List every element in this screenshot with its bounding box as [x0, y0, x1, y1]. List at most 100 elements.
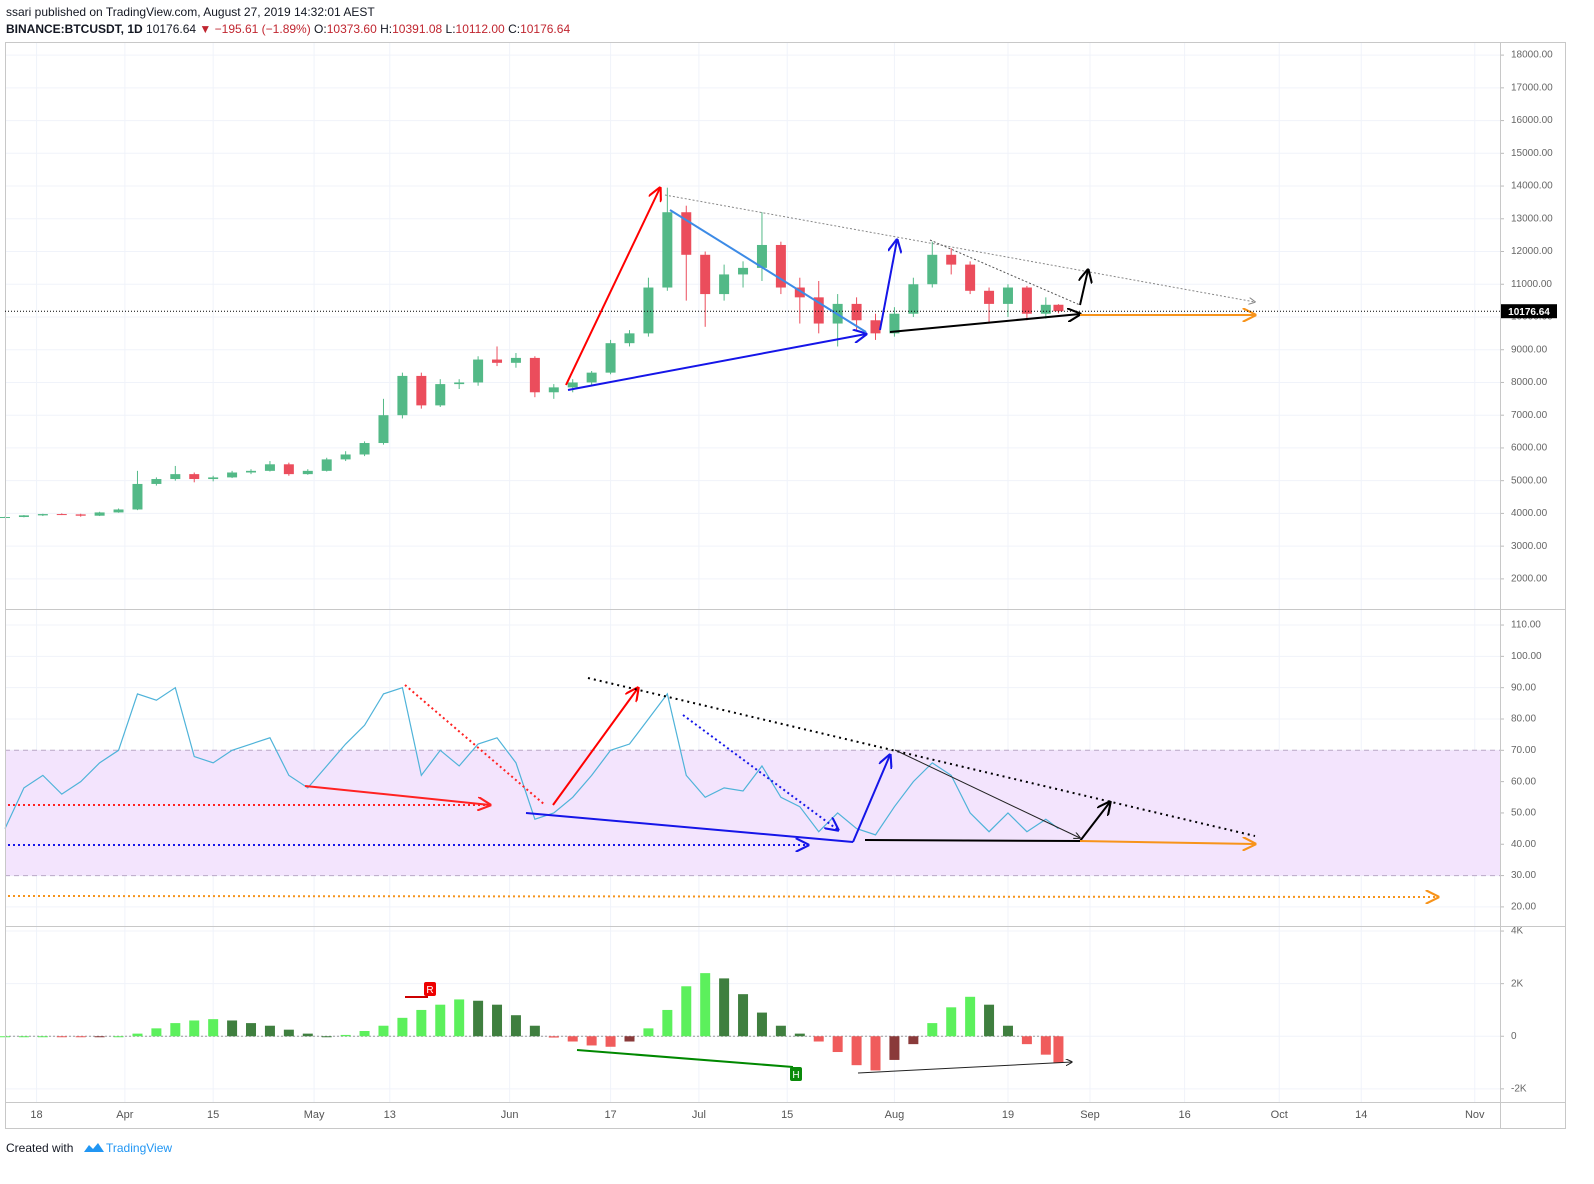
- x-tick-label: 15: [207, 1109, 219, 1121]
- y-tick-label: 100.00: [1511, 651, 1542, 662]
- histogram-bar: [870, 1036, 881, 1071]
- histogram-bar: [548, 1036, 559, 1038]
- y-tick-label: 50.00: [1511, 808, 1536, 819]
- histogram-bar: [340, 1034, 351, 1037]
- histogram-bar: [681, 986, 692, 1037]
- histogram-bar: [56, 1036, 67, 1038]
- candle-body: [813, 297, 824, 324]
- ohlc-label: C:: [508, 22, 521, 36]
- label-box: [424, 982, 436, 996]
- candle-body: [492, 359, 503, 363]
- drawing-trend: [929, 239, 1081, 306]
- candle-body: [548, 387, 559, 393]
- candle-body: [378, 415, 389, 444]
- histogram-bar: [605, 1036, 616, 1047]
- x-tick-label: Apr: [116, 1109, 133, 1121]
- grid: 18 Apr 15 May 13 Jun 17 Jul 15 Aug 19 Sep 16 Oct 14 Nov…: [5, 42, 1553, 1121]
- ohlc-label: H:: [380, 22, 393, 36]
- annotation: H: [792, 1070, 799, 1081]
- last-price-box: [1501, 304, 1557, 319]
- histogram-bar: [170, 1023, 181, 1037]
- histogram-bar: [794, 1033, 805, 1037]
- last-price: 10176.64: [146, 22, 197, 36]
- y-tick-label: 70.00: [1511, 745, 1536, 756]
- candle-body: [340, 454, 351, 460]
- y-tick-label: 17000.00: [1511, 82, 1553, 93]
- histogram-bar: [302, 1033, 313, 1037]
- histogram-bar: [832, 1036, 843, 1053]
- candle-body: [529, 357, 540, 393]
- histogram-bar: [283, 1029, 294, 1037]
- drawing-level: [7, 896, 1438, 897]
- x-tick-label: 18: [30, 1109, 42, 1121]
- drawing-arrow: [552, 688, 638, 806]
- histogram-bar: [435, 1004, 446, 1037]
- candle-body: [1002, 287, 1013, 304]
- y-tick-label: 16000.00: [1511, 115, 1553, 126]
- drawing-arrow: [1079, 841, 1255, 844]
- histogram-bar: [984, 1004, 995, 1037]
- histogram-bar: [927, 1023, 938, 1037]
- y-tick-label: 2K: [1511, 978, 1524, 989]
- histogram-bar: [397, 1017, 408, 1037]
- candle-body: [37, 514, 48, 516]
- x-tick-label: Oct: [1271, 1109, 1288, 1121]
- candle-body: [56, 514, 67, 516]
- histogram-bar: [510, 1015, 521, 1037]
- candle-body: [700, 254, 711, 295]
- drawing-arrow: [1080, 270, 1088, 306]
- candle-body: [965, 264, 976, 291]
- candle-body: [719, 274, 730, 295]
- candle-body: [756, 244, 767, 268]
- candle-body: [946, 254, 957, 265]
- x-tick-label: 13: [384, 1109, 396, 1121]
- x-tick-label: 16: [1178, 1109, 1190, 1121]
- histogram-bar: [738, 994, 749, 1037]
- candle-body: [435, 384, 446, 406]
- histogram-bar: [208, 1019, 219, 1037]
- candle-body: [170, 474, 181, 480]
- histogram-bar: [264, 1025, 275, 1037]
- annotation: R: [426, 985, 433, 996]
- histogram-bar: [321, 1036, 332, 1038]
- footer-brand: TradingView: [106, 1141, 172, 1155]
- y-tick-label: 4000.00: [1511, 508, 1548, 519]
- histogram-bar: [643, 1028, 654, 1037]
- candle-body: [189, 474, 200, 480]
- y-tick-label: 15000.00: [1511, 148, 1553, 159]
- candle-body: [738, 267, 749, 275]
- candle-body: [662, 212, 673, 288]
- last-price-label: 10176.64: [1508, 307, 1550, 318]
- y-tick-label: 0: [1511, 1031, 1517, 1042]
- candle-body: [1021, 287, 1032, 314]
- x-tick-label: Nov: [1465, 1109, 1485, 1121]
- label-box: [790, 1067, 802, 1081]
- x-tick-label: 14: [1355, 1109, 1367, 1121]
- candle-body: [643, 287, 654, 334]
- drawing-line: [669, 209, 867, 333]
- candle-body: [605, 343, 616, 373]
- x-tick-label: Aug: [885, 1109, 905, 1121]
- histogram-bar: [37, 1036, 48, 1038]
- y-tick-label: 14000.00: [1511, 181, 1553, 192]
- y-tick-label: 11000.00: [1511, 279, 1552, 290]
- change: ▼ −195.61 (−1.89%): [199, 22, 311, 36]
- histogram-bar: [700, 973, 711, 1037]
- histogram-bar: [1002, 1025, 1013, 1037]
- histogram-bar: [1040, 1036, 1051, 1055]
- candle-body: [416, 375, 427, 406]
- frame: [5, 42, 1566, 1129]
- candle-body: [794, 287, 805, 298]
- y-tick-label: 18000.00: [1511, 50, 1553, 61]
- histogram-bar: [151, 1028, 162, 1037]
- histogram-bar: [756, 1012, 767, 1037]
- logo: [84, 1143, 104, 1152]
- histogram-bar: [378, 1025, 389, 1037]
- y-tick-label: 12000.00: [1511, 246, 1553, 257]
- histogram-bar: [529, 1025, 540, 1037]
- candle-body: [75, 514, 86, 516]
- ohlc-value: 10373.60: [326, 22, 377, 36]
- drawing-arrow: [889, 314, 1080, 333]
- y-tick-label: 60.00: [1511, 776, 1536, 787]
- candle-body: [94, 512, 105, 516]
